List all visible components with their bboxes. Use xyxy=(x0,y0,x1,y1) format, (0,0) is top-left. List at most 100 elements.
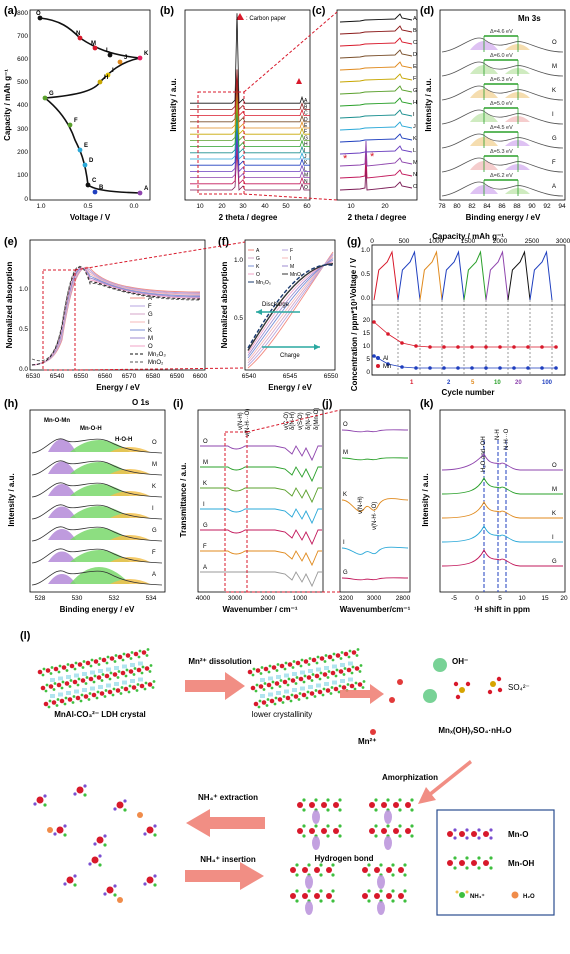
panel-a: (a) 0 100 200 300 400 500 600 700 800 1.… xyxy=(3,5,151,222)
svg-text:10: 10 xyxy=(518,595,526,602)
ldh-atom xyxy=(330,670,336,676)
svg-text:H-O-H: H-O-H xyxy=(115,437,132,443)
ftir-row-label: I xyxy=(203,502,205,508)
ldh-atom xyxy=(53,666,59,672)
svg-text:86: 86 xyxy=(498,203,506,210)
xrd-zoom-label: B xyxy=(413,28,417,34)
gcd-cycle xyxy=(397,250,421,301)
xrd-zoom-curve xyxy=(339,164,413,191)
svg-text:3000: 3000 xyxy=(228,595,243,602)
svg-text:78: 78 xyxy=(438,203,446,210)
svg-text:(f): (f) xyxy=(218,236,229,248)
svg-text:(i): (i) xyxy=(173,398,184,410)
svg-text:15: 15 xyxy=(541,595,549,602)
xps-curve xyxy=(441,133,564,149)
xrd-zoom-label: L xyxy=(413,148,416,154)
svg-text:Amorphization: Amorphization xyxy=(382,773,438,782)
svg-text:Mn: Mn xyxy=(383,364,391,370)
xps-curve xyxy=(441,85,564,101)
ldh-atom xyxy=(120,670,126,676)
xrd-curve xyxy=(190,87,310,129)
panel-a-point xyxy=(97,79,103,85)
svg-text:¹H shift in ppm: ¹H shift in ppm xyxy=(474,605,530,614)
ldh-atom xyxy=(285,695,291,701)
ldh-atom xyxy=(279,663,285,669)
ldh-atom xyxy=(72,679,78,685)
gcd-cycle xyxy=(441,250,465,301)
o1s-peak-mno xyxy=(48,439,76,452)
mn-atom xyxy=(290,867,296,873)
nmr-curve xyxy=(441,476,563,495)
xrd-zoom-label: K xyxy=(413,136,417,142)
panel-a-point-label: H xyxy=(104,75,108,81)
panel-a-point xyxy=(37,15,43,21)
xrd-zoom-curve xyxy=(339,61,413,71)
ldh-atom xyxy=(295,660,301,666)
svg-text:*: * xyxy=(370,151,375,163)
xrd-curve xyxy=(190,94,310,136)
gcd-cycle xyxy=(373,250,399,301)
o1s-peak-moh xyxy=(70,567,130,584)
panel-a-point-label: I xyxy=(112,68,114,74)
xrd-curve-label: A xyxy=(304,98,308,104)
xps-row-label: A xyxy=(552,184,556,190)
svg-text:90: 90 xyxy=(528,203,536,210)
svg-text:Energy / eV: Energy / eV xyxy=(268,383,312,392)
panel-a-point-label: M xyxy=(91,41,96,47)
ftir-row-label: G xyxy=(203,523,208,529)
svg-text:20: 20 xyxy=(560,595,568,602)
svg-text:3000: 3000 xyxy=(556,238,570,245)
svg-text:10: 10 xyxy=(347,203,355,210)
svg-text:2000: 2000 xyxy=(261,595,276,602)
svg-text:Charge: Charge xyxy=(280,353,300,359)
mn-atom xyxy=(314,867,320,873)
xas-legend-item: I xyxy=(148,320,150,326)
svg-text:0.5: 0.5 xyxy=(361,271,370,278)
panel-d: (d) Mn 3s Intensity / a.u. 78 80 82 84 8… xyxy=(420,5,566,222)
xrd-zoom-curve xyxy=(339,49,413,59)
svg-text:(d): (d) xyxy=(420,5,434,17)
svg-text:0: 0 xyxy=(24,196,28,203)
xas-curve xyxy=(31,266,201,362)
xrd-zoom-curve xyxy=(339,73,413,83)
panel-a-point xyxy=(92,189,98,195)
ldh-atom xyxy=(147,682,153,687)
ldh-atom xyxy=(101,657,107,663)
ldh-atom xyxy=(51,700,57,705)
svg-text:Capacity / mAh g⁻¹: Capacity / mAh g⁻¹ xyxy=(432,232,504,241)
ftir-curve xyxy=(200,571,322,588)
ldh-atom xyxy=(298,676,304,682)
panel-i: (i) Transmittance / a.u. 4000 3000 2000 … xyxy=(173,398,324,614)
svg-text:*: * xyxy=(343,153,348,165)
ldh-atom xyxy=(351,650,357,655)
svg-text:Binding energy / eV: Binding energy / eV xyxy=(466,213,541,222)
nmr-row-label: K xyxy=(552,511,556,517)
ldh-atom xyxy=(115,688,121,693)
ldh-atom xyxy=(43,701,49,707)
mn-atom xyxy=(290,893,296,899)
panel-j: (j) 3200 3000 2800 Wavenumber/cm⁻¹ O M K I G… xyxy=(246,398,411,614)
xps-row-label: F xyxy=(552,160,556,166)
ftir-row-label: K xyxy=(203,481,207,487)
panel-a-point xyxy=(117,59,123,65)
xps-curve xyxy=(441,109,564,125)
ftir-zoom-curve xyxy=(341,577,409,581)
ldh-atom xyxy=(109,656,115,661)
ldh-atom xyxy=(319,656,325,661)
xrd-curve xyxy=(190,137,310,179)
ldh-atom xyxy=(247,669,253,675)
ldh-atom xyxy=(123,686,129,692)
svg-text:MnAl-CO₃²⁻ LDH crystal: MnAl-CO₃²⁻ LDH crystal xyxy=(54,710,145,719)
svg-text:6545: 6545 xyxy=(283,373,298,380)
svg-text:2: 2 xyxy=(447,380,451,386)
svg-text:500: 500 xyxy=(399,238,410,245)
svg-text:30: 30 xyxy=(239,203,247,210)
panel-a-point-label: D xyxy=(89,158,94,164)
nmr-row-label: I xyxy=(552,535,554,541)
mn-atom xyxy=(297,828,303,834)
svg-text:500: 500 xyxy=(17,79,28,86)
svg-text:300: 300 xyxy=(17,126,28,133)
nmr-row-label: O xyxy=(552,463,557,469)
svg-text:0.0: 0.0 xyxy=(129,203,138,210)
xps-peak xyxy=(505,92,530,98)
